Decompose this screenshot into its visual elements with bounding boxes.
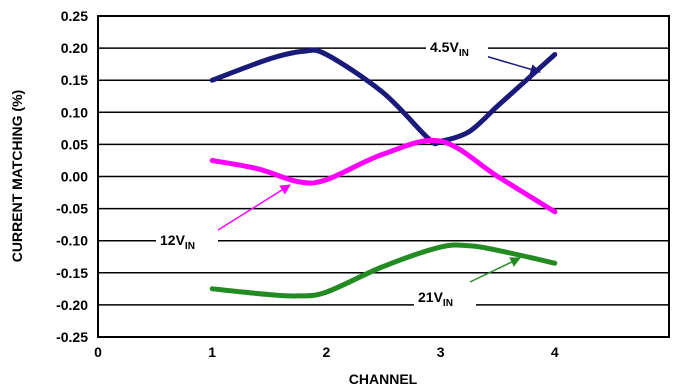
label-21vin-subscript: IN: [443, 298, 453, 309]
x-tick-label: 3: [437, 344, 445, 360]
y-tick-label: 0.20: [61, 40, 88, 56]
label-12vin-arrow: [209, 184, 291, 236]
y-tick-label: 0.25: [61, 8, 88, 24]
y-axis-title: CURRENT MATCHING (%): [9, 90, 25, 262]
y-tick-label: -0.15: [56, 265, 88, 281]
label-12vin-background: [156, 229, 218, 253]
label-12vin-subscript: IN: [185, 241, 195, 252]
series-lines: [209, 47, 558, 299]
series-12vin-line: [209, 137, 558, 215]
x-tick-label: 0: [94, 344, 102, 360]
label-4-5vin-arrow: [481, 54, 542, 75]
x-tick-label: 1: [208, 344, 216, 360]
y-tick-label: -0.10: [56, 233, 88, 249]
series-4-5vin-line: [209, 47, 558, 147]
label-21vin-arrow: [469, 257, 521, 283]
label-12vin: 12VIN: [160, 232, 195, 252]
y-tick-label: -0.20: [56, 297, 88, 313]
label-21vin-background: [414, 286, 476, 310]
y-tick-label: 0.00: [61, 169, 88, 185]
label-4-5vin-background: [426, 36, 488, 60]
y-tick-label: 0.05: [61, 136, 88, 152]
x-tick-labels: 0 1 2 3 4: [94, 344, 559, 360]
y-tick-label: -0.05: [56, 201, 88, 217]
y-tick-label: 0.15: [61, 72, 88, 88]
label-4-5vin-subscript: IN: [459, 48, 469, 59]
series-21vin-line: [209, 242, 558, 299]
label-21vin: 21VIN: [418, 289, 453, 309]
x-tick-label: 2: [323, 344, 331, 360]
x-axis-title: CHANNEL: [349, 371, 418, 387]
y-tick-label: -0.25: [56, 329, 88, 345]
x-tick-label: 4: [551, 344, 559, 360]
label-4-5vin: 4.5VIN: [430, 39, 469, 59]
y-tick-label: 0.10: [61, 104, 88, 120]
label-21vin-main: 21V: [418, 289, 444, 305]
y-tick-labels: 0.25 0.20 0.15 0.10 0.05 0.00 -0.05 -0.10 -0.15 -…: [56, 8, 88, 345]
plot-frame: [97, 15, 670, 338]
label-12vin-main: 12V: [160, 232, 186, 248]
label-4-5vin-main: 4.5V: [430, 39, 459, 55]
